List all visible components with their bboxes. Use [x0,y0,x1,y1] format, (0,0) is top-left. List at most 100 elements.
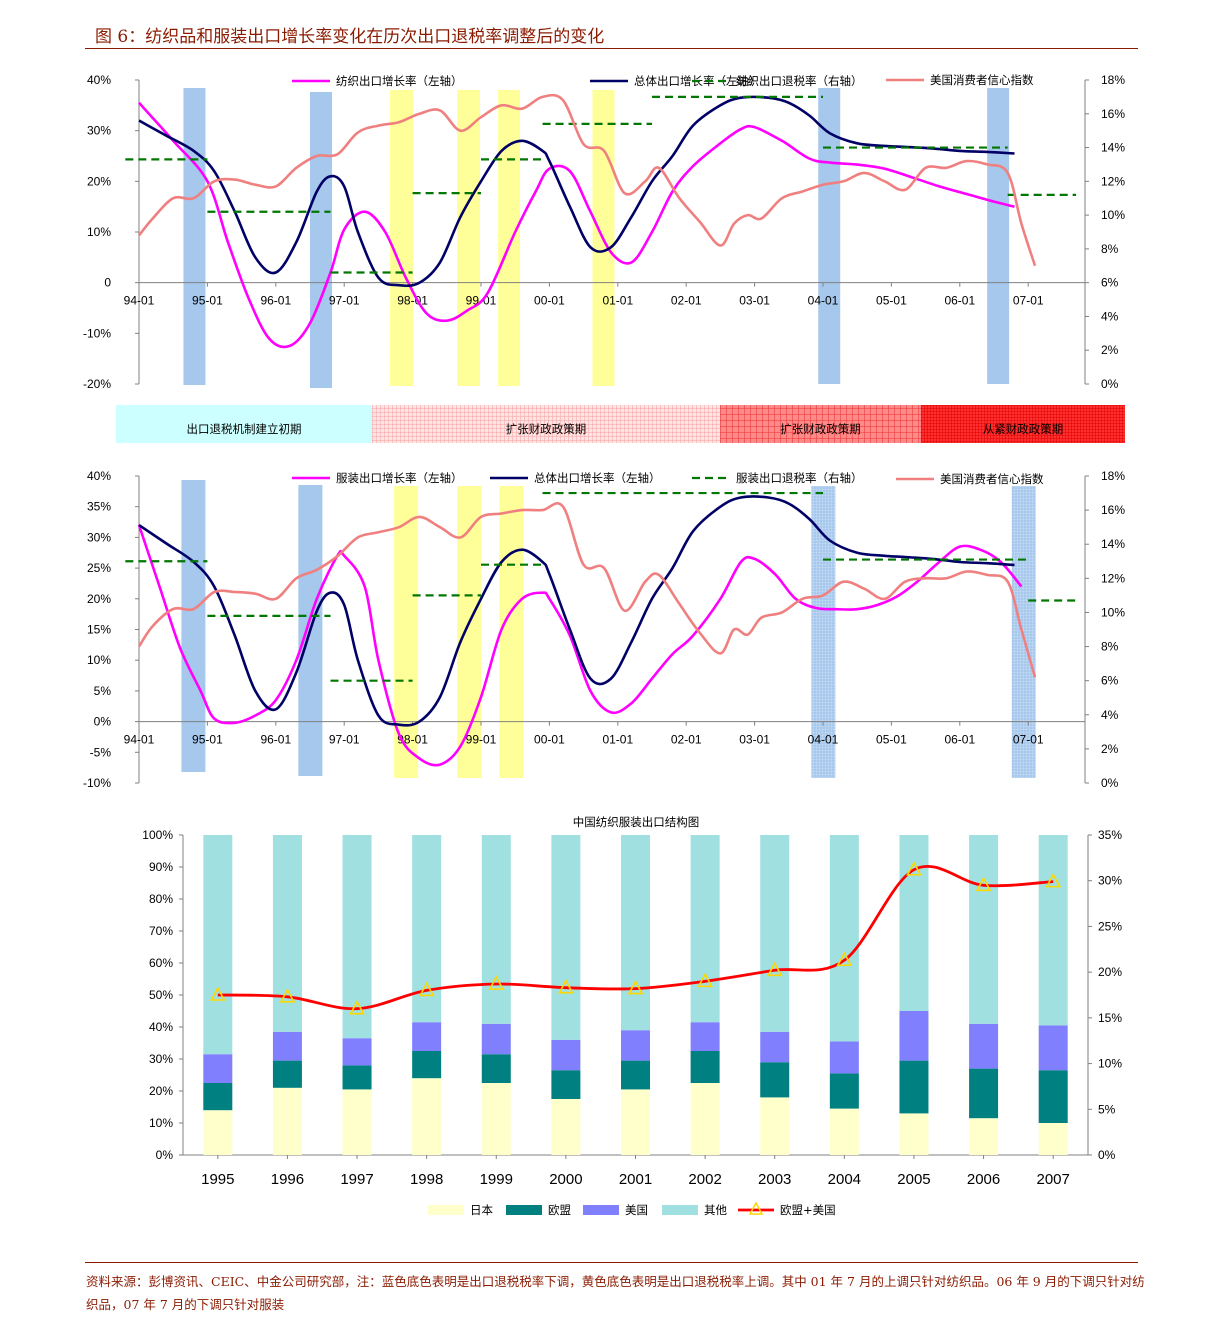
chart3-legend-label: 其他 [704,1203,727,1217]
chart3-eu-us-marker [836,951,853,967]
chart2-right-tick-label: 16% [1101,503,1125,517]
chart1-x-tick-label: 05-01 [876,294,907,308]
chart3-left-tick-label: 50% [149,988,173,1002]
chart3-right-tick-label: 20% [1098,965,1122,979]
chart3-bar-segment [690,1083,720,1155]
chart2-left-tick-label: -10% [83,776,111,790]
chart1-left-tick-label: 40% [87,73,111,87]
chart3-bar-segment [829,835,859,1042]
chart3-legend-label: 日本 [470,1203,493,1217]
chart3-bar-segment [829,1108,859,1155]
chart3-right-tick-label: 0% [1098,1148,1116,1162]
chart3-right-tick-label: 35% [1098,828,1122,842]
chart3-legend-swatch [428,1205,464,1215]
chart3-legend-label: 美国 [625,1203,648,1217]
chart2-legend-label: 服装出口退税率（右轴） [736,471,863,485]
chart2-left-tick-label: 25% [87,561,111,575]
chart3-x-tick-label: 2006 [967,1171,1000,1188]
chart3-bar-segment [1038,1070,1068,1123]
chart3-x-tick-label: 1997 [340,1171,373,1188]
chart3-bar-segment [342,1038,372,1066]
chart1-left-tick-label: -10% [83,326,111,340]
chart2-x-tick-label: 05-01 [876,733,907,747]
chart3-legend-swatch [583,1205,619,1215]
chart3-bar-segment [1038,1123,1068,1155]
chart2-x-tick-label: 02-01 [671,733,702,747]
chart3-x-tick-label: 1996 [271,1171,304,1188]
chart2-x-tick-label: 04-01 [808,733,839,747]
chart1-x-tick-label: 06-01 [944,294,975,308]
period-label-3: 扩张财政政策期 [780,422,861,436]
chart3-right-tick-label: 5% [1098,1102,1116,1116]
period-box-4 [921,405,1125,443]
chart3-left-tick-label: 0% [156,1148,174,1162]
chart3-bar-segment [899,1113,929,1155]
chart2-x-tick-label: 06-01 [944,733,975,747]
chart3-bar-segment [621,1089,650,1155]
chart3-x-tick-label: 2003 [758,1171,791,1188]
chart3-bar-segment [621,1030,650,1061]
chart3-bar-segment [342,835,372,1039]
chart1-left-tick-label: 0 [104,276,111,290]
chart1-right-tick-label: 0% [1101,377,1119,391]
chart3-bar-segment [551,835,581,1040]
period-label-4: 从紧财政政策期 [983,422,1064,436]
chart1-left-tick-label: 20% [87,174,111,188]
chart2-left-tick-label: 0% [94,715,112,729]
chart1-x-tick-label: 97-01 [329,294,360,308]
chart3-left-tick-label: 40% [149,1020,173,1034]
chart3-eu-us-marker [279,988,296,1003]
chart1-x-tick-label: 01-01 [602,294,633,308]
source-note: 资料来源：彭博资讯、CEIC、中金公司研究部，注：蓝色底色表明是出口退税税率下调… [86,1274,1145,1312]
chart1-right-tick-label: 14% [1101,141,1125,155]
chart3-bar-segment [203,1110,233,1155]
chart3-bar-segment [690,835,720,1023]
chart3-bar-segment [690,1051,720,1083]
chart2-right-tick-label: 8% [1101,640,1119,654]
chart2-left-tick-label: 20% [87,592,111,606]
chart2-policy-band [499,486,524,778]
chart1-left-tick-label: -20% [83,377,111,391]
chart3-bar-segment [272,1087,302,1155]
chart1-policy-band [390,90,414,386]
chart3-left-tick-label: 70% [149,924,173,938]
chart3-bar-segment [1038,835,1068,1026]
chart3-bar-segment [829,1041,859,1074]
chart2-right-tick-label: 2% [1101,742,1119,756]
chart2-left-tick-label: 5% [94,684,112,698]
chart3-bar-segment [969,1118,999,1155]
chart3-left-tick-label: 90% [149,860,173,874]
chart2-legend-label: 服装出口增长率（左轴） [336,471,463,485]
chart3-bar-segment [481,1083,511,1155]
chart3-eu-us-marker [349,1000,365,1015]
period-box-1 [116,405,372,443]
chart3-bar-segment [551,1039,581,1071]
chart2-x-tick-label: 94-01 [124,733,155,747]
chart3-eu-us-marker [418,981,435,997]
chart3-left-tick-label: 30% [149,1052,173,1066]
chart2-x-tick-label: 01-01 [602,733,633,747]
figure-title: 图 6：纺织品和服装出口增长率变化在历次出口退税率调整后的变化 [95,27,605,47]
chart2-x-tick-label: 03-01 [739,733,770,747]
chart3-bar-segment [412,1078,442,1155]
chart3-eu-us-marker [558,979,574,994]
chart3-bar-segment [969,835,999,1024]
chart2-right-tick-label: 18% [1101,469,1125,483]
chart1-policy-band [457,90,481,386]
chart1-right-tick-label: 10% [1101,208,1125,222]
chart2-policy-band [181,480,206,772]
chart3-left-tick-label: 80% [149,892,173,906]
period-box-2 [372,405,720,443]
chart3-bar-segment [481,1054,511,1083]
chart3-bar-segment [969,1068,999,1119]
chart2-left-tick-label: 10% [87,653,111,667]
chart3-bar-segment [829,1073,859,1109]
chart2-left-tick-label: 15% [87,623,111,637]
chart3-right-tick-label: 10% [1098,1057,1122,1071]
chart3-bar-segment [760,1097,790,1155]
chart1-right-tick-label: 18% [1101,73,1125,87]
chart3-right-tick-label: 30% [1098,874,1122,888]
period-label-1: 出口退税机制建立初期 [187,422,302,436]
chart1-x-tick-label: 98-01 [397,294,428,308]
